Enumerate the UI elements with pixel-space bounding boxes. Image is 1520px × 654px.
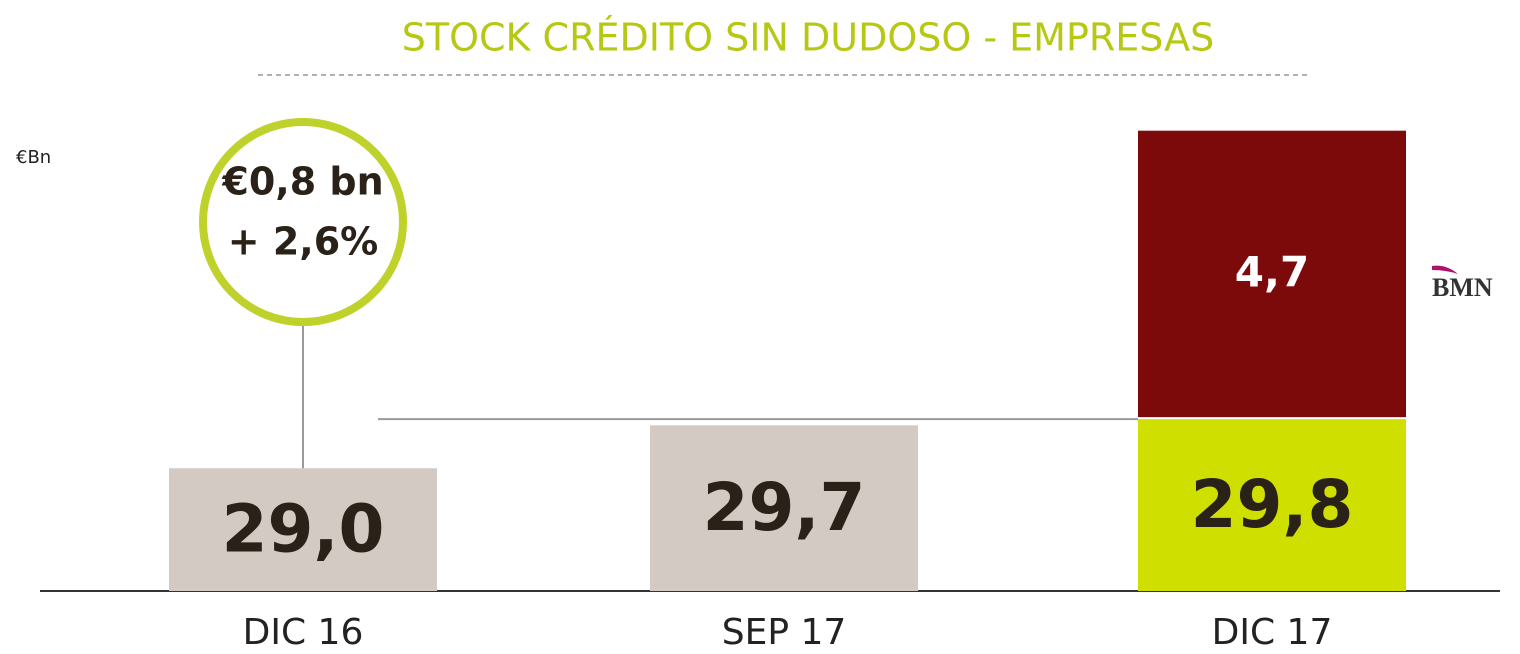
annotation: + 2,6%: [228, 220, 378, 264]
unit-label: €Bn: [16, 147, 51, 168]
value-label: 29,8: [1191, 466, 1354, 543]
x-tick-label: DIC 16: [243, 612, 364, 653]
bar: [1138, 130, 1406, 418]
x-tick-label: SEP 17: [722, 612, 847, 653]
bar: [650, 425, 918, 591]
value-label: 29,0: [222, 491, 385, 568]
value-label: 29,7: [703, 469, 866, 546]
chart-title: STOCK CRÉDITO SIN DUDOSO - EMPRESAS: [402, 16, 1214, 60]
annotation-circle: [199, 118, 407, 326]
x-tick-label: DIC 17: [1212, 612, 1333, 653]
annotation: €0,8 bn: [221, 160, 383, 204]
bar: [1138, 419, 1406, 591]
bar: [169, 468, 437, 591]
legend-label: BMN: [1432, 273, 1493, 302]
legend-swoosh: [1432, 265, 1458, 274]
value-label: 4,7: [1235, 247, 1309, 296]
